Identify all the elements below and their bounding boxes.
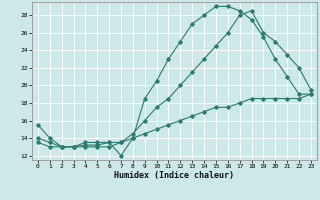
X-axis label: Humidex (Indice chaleur): Humidex (Indice chaleur) — [115, 171, 234, 180]
